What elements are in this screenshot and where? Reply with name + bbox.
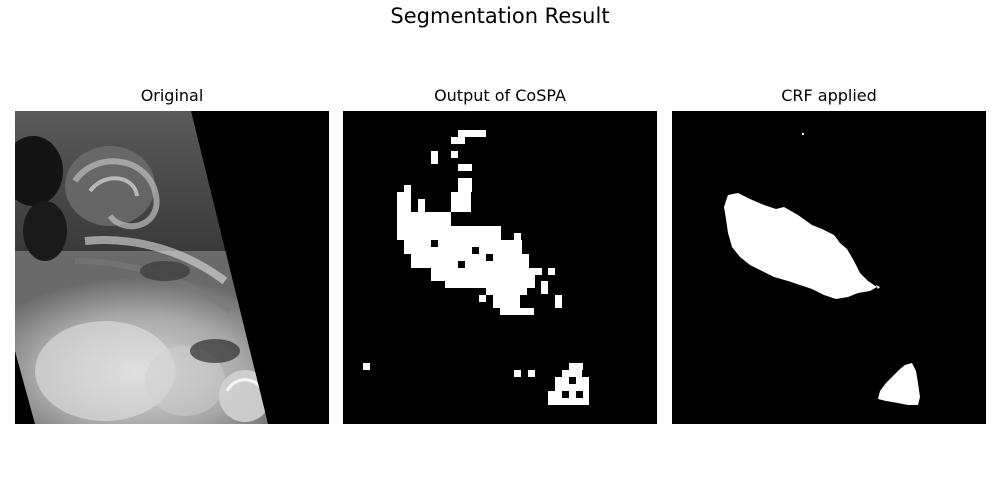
cospa-mask-panel: [343, 111, 657, 424]
crf-mask-panel: [672, 111, 986, 424]
panel-title-crf: CRF applied: [781, 86, 877, 105]
panel-title-original: Original: [140, 86, 204, 105]
cospa-coarse-mask: [343, 111, 657, 424]
original-satellite-image: [15, 111, 329, 424]
figure-title: Segmentation Result: [390, 4, 610, 28]
original-image-panel: [15, 111, 329, 424]
crf-refined-mask: [672, 111, 986, 424]
panel-title-cospa: Output of CoSPA: [434, 86, 566, 105]
